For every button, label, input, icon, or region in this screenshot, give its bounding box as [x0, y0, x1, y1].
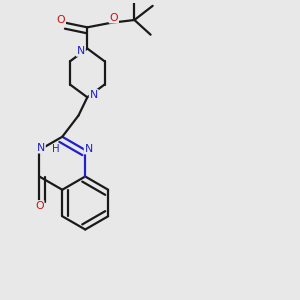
Text: N: N	[37, 142, 45, 153]
Text: O: O	[110, 13, 118, 22]
Text: O: O	[35, 201, 44, 211]
Text: N: N	[85, 143, 93, 154]
Text: N: N	[77, 46, 85, 56]
Text: O: O	[56, 15, 65, 25]
Text: H: H	[52, 144, 59, 154]
Text: N: N	[90, 90, 98, 100]
